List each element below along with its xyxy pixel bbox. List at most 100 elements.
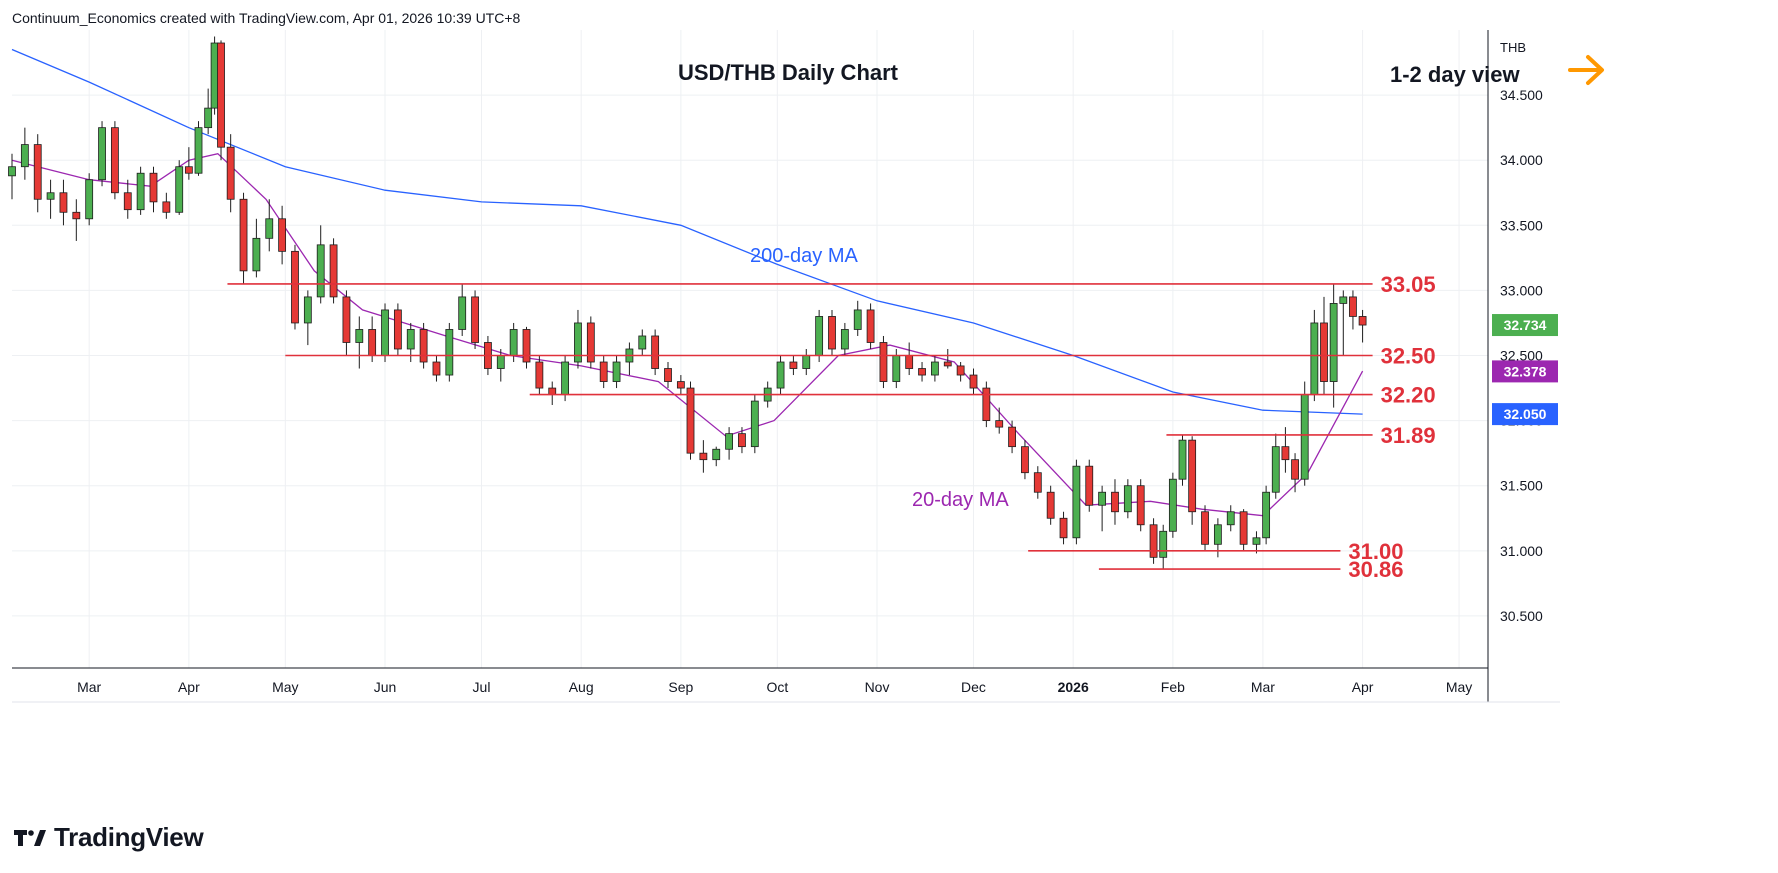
candle-body bbox=[419, 329, 428, 363]
candle-body bbox=[638, 335, 647, 350]
candle-body bbox=[111, 127, 119, 194]
candle-body bbox=[1281, 446, 1290, 461]
candle bbox=[1201, 505, 1209, 551]
candle-body bbox=[982, 387, 991, 422]
candle-body bbox=[1271, 446, 1280, 493]
candle-body bbox=[329, 244, 338, 298]
candle-body bbox=[651, 335, 660, 369]
candle bbox=[969, 368, 978, 395]
candle bbox=[111, 121, 119, 200]
level-label: 30.86 bbox=[1348, 557, 1403, 582]
candle-body bbox=[1300, 394, 1309, 480]
candle bbox=[20, 127, 29, 180]
candle-body bbox=[355, 329, 364, 343]
candle bbox=[943, 349, 952, 369]
candle-body bbox=[184, 166, 193, 174]
candle-body bbox=[574, 322, 582, 363]
candle bbox=[1252, 531, 1261, 554]
candle bbox=[291, 244, 299, 330]
candle bbox=[586, 316, 595, 369]
candle-body bbox=[33, 144, 42, 200]
candle-body bbox=[956, 365, 965, 376]
candle bbox=[776, 355, 785, 395]
candle bbox=[184, 147, 193, 180]
candle bbox=[226, 134, 235, 213]
candle-body bbox=[204, 107, 213, 129]
candle-body bbox=[194, 127, 203, 174]
candle-body bbox=[149, 172, 158, 203]
candle-body bbox=[8, 166, 16, 177]
candle bbox=[599, 355, 608, 389]
y-tick-label: 34.500 bbox=[1500, 87, 1543, 103]
candle bbox=[1111, 479, 1119, 525]
x-tick-label: Sep bbox=[668, 679, 693, 695]
candle-body bbox=[1226, 511, 1235, 526]
candle bbox=[445, 322, 454, 382]
candle-body bbox=[931, 361, 939, 376]
candle bbox=[1033, 466, 1042, 499]
candle bbox=[982, 381, 991, 428]
plot-area bbox=[12, 30, 1488, 668]
chart-title: USD/THB Daily Chart bbox=[678, 60, 899, 85]
ma200-label: 200-day MA bbox=[750, 245, 858, 267]
candle-body bbox=[815, 316, 824, 356]
candle-body bbox=[265, 218, 274, 239]
candle-body bbox=[303, 296, 312, 324]
candle bbox=[1072, 459, 1081, 545]
x-tick-label: May bbox=[272, 679, 298, 695]
candle-body bbox=[1201, 511, 1209, 545]
candle-body bbox=[1329, 303, 1338, 382]
candle-body bbox=[471, 296, 479, 343]
candle bbox=[8, 153, 16, 200]
candle bbox=[738, 427, 746, 454]
candle bbox=[931, 355, 939, 382]
candle bbox=[98, 121, 106, 187]
candle-body bbox=[278, 218, 287, 252]
y-tick-label: 30.500 bbox=[1500, 608, 1543, 624]
candle-body bbox=[1239, 511, 1248, 545]
arrow-right-icon-head bbox=[1586, 55, 1604, 85]
candle-body bbox=[828, 316, 836, 350]
candle-body bbox=[969, 374, 978, 389]
candle-body bbox=[1358, 316, 1367, 326]
y-tick-label: 33.500 bbox=[1500, 217, 1543, 233]
candle bbox=[239, 192, 248, 284]
candle-body bbox=[840, 329, 849, 350]
candle-body bbox=[1339, 296, 1348, 304]
candle-body bbox=[561, 361, 569, 395]
candle-body bbox=[1310, 322, 1319, 395]
candle-body bbox=[1291, 459, 1299, 480]
candle-body bbox=[85, 179, 94, 220]
x-tick-label: 2026 bbox=[1058, 679, 1089, 695]
candle bbox=[956, 362, 965, 382]
candle bbox=[432, 355, 441, 382]
y-tick-label: 34.000 bbox=[1500, 152, 1543, 168]
candle-body bbox=[445, 329, 454, 376]
candle-body bbox=[406, 329, 415, 350]
candle bbox=[699, 440, 708, 473]
candle-body bbox=[599, 361, 608, 382]
candle bbox=[522, 326, 531, 369]
candle-body bbox=[586, 322, 595, 363]
price-badge-text: 32.734 bbox=[1504, 317, 1547, 333]
candle bbox=[419, 322, 428, 369]
tradingview-logo-icon bbox=[14, 829, 46, 846]
tradingview-logo[interactable]: TradingView bbox=[14, 822, 204, 853]
candle-body bbox=[46, 192, 55, 200]
candle-body bbox=[1168, 478, 1177, 532]
x-tick-label: Jun bbox=[374, 679, 397, 695]
candle bbox=[789, 355, 798, 376]
candle-body bbox=[548, 387, 557, 395]
candle bbox=[342, 290, 351, 356]
candle bbox=[1320, 296, 1328, 395]
candle-body bbox=[226, 146, 235, 200]
candle bbox=[1168, 472, 1177, 538]
candle bbox=[1239, 509, 1248, 551]
candle-body bbox=[1021, 446, 1029, 474]
candle bbox=[1085, 459, 1094, 512]
candle bbox=[175, 160, 184, 215]
candle bbox=[840, 322, 849, 356]
candle bbox=[278, 205, 287, 265]
